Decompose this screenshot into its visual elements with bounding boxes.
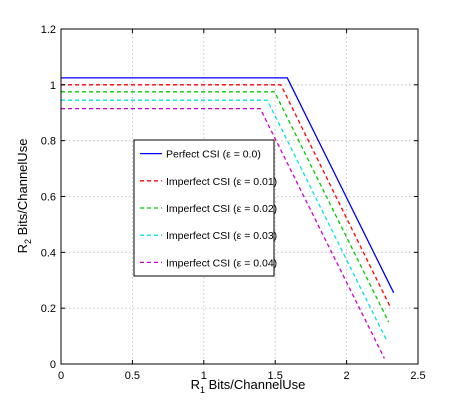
y-tick-label: 0.8 bbox=[41, 136, 56, 148]
legend-label-4: Imperfect CSI (ε = 0.04) bbox=[166, 257, 277, 269]
series-line-2 bbox=[61, 91, 390, 323]
legend-label-3: Imperfect CSI (ε = 0.03) bbox=[166, 230, 277, 242]
series-line-1 bbox=[61, 84, 392, 309]
ticks: 0 0.5 1 1.5 2 2.5 0 0.2 0.4 0.6 0.8 1 1.2 bbox=[41, 24, 426, 382]
x-axis-label: R1 Bits/ChannelUse bbox=[191, 377, 306, 395]
y-tick-label: 1 bbox=[50, 80, 56, 92]
y-axis-label-sub: 2 bbox=[23, 239, 33, 244]
y-axis-label-rest: Bits/ChannelUse bbox=[15, 139, 30, 239]
x-tick-label: 0 bbox=[58, 370, 64, 382]
legend-label-0: Perfect CSI (ε = 0.0) bbox=[166, 149, 261, 161]
y-axis-label-main: R bbox=[15, 244, 30, 253]
x-tick-label: 1 bbox=[201, 370, 207, 382]
y-tick-label: 0.2 bbox=[41, 303, 56, 315]
series-group bbox=[61, 77, 395, 359]
y-tick-label: 0.6 bbox=[41, 192, 56, 204]
x-tick-label: 2.5 bbox=[410, 370, 425, 382]
y-axis-label: R2 Bits/ChannelUse bbox=[15, 139, 33, 254]
y-tick-label: 0.4 bbox=[41, 247, 56, 259]
x-tick-label: 2 bbox=[344, 370, 350, 382]
grid bbox=[61, 29, 418, 364]
series-line-3 bbox=[61, 99, 388, 341]
series-line-4 bbox=[61, 107, 385, 359]
x-axis-label-sub: 1 bbox=[200, 385, 205, 395]
series-line-0 bbox=[61, 77, 395, 294]
x-axis-label-main: R bbox=[191, 377, 200, 392]
x-axis-label-rest: Bits/ChannelUse bbox=[205, 377, 305, 392]
y-tick-label: 1.2 bbox=[41, 24, 56, 36]
legend-label-1: Imperfect CSI (ε = 0.01) bbox=[166, 176, 277, 188]
x-tick-label: 0.5 bbox=[125, 370, 140, 382]
legend: Perfect CSI (ε = 0.0) Imperfect CSI (ε = … bbox=[133, 139, 277, 277]
legend-label-2: Imperfect CSI (ε = 0.02) bbox=[166, 203, 277, 215]
x-tick-label: 1.5 bbox=[268, 370, 283, 382]
y-tick-label: 0 bbox=[50, 359, 56, 371]
